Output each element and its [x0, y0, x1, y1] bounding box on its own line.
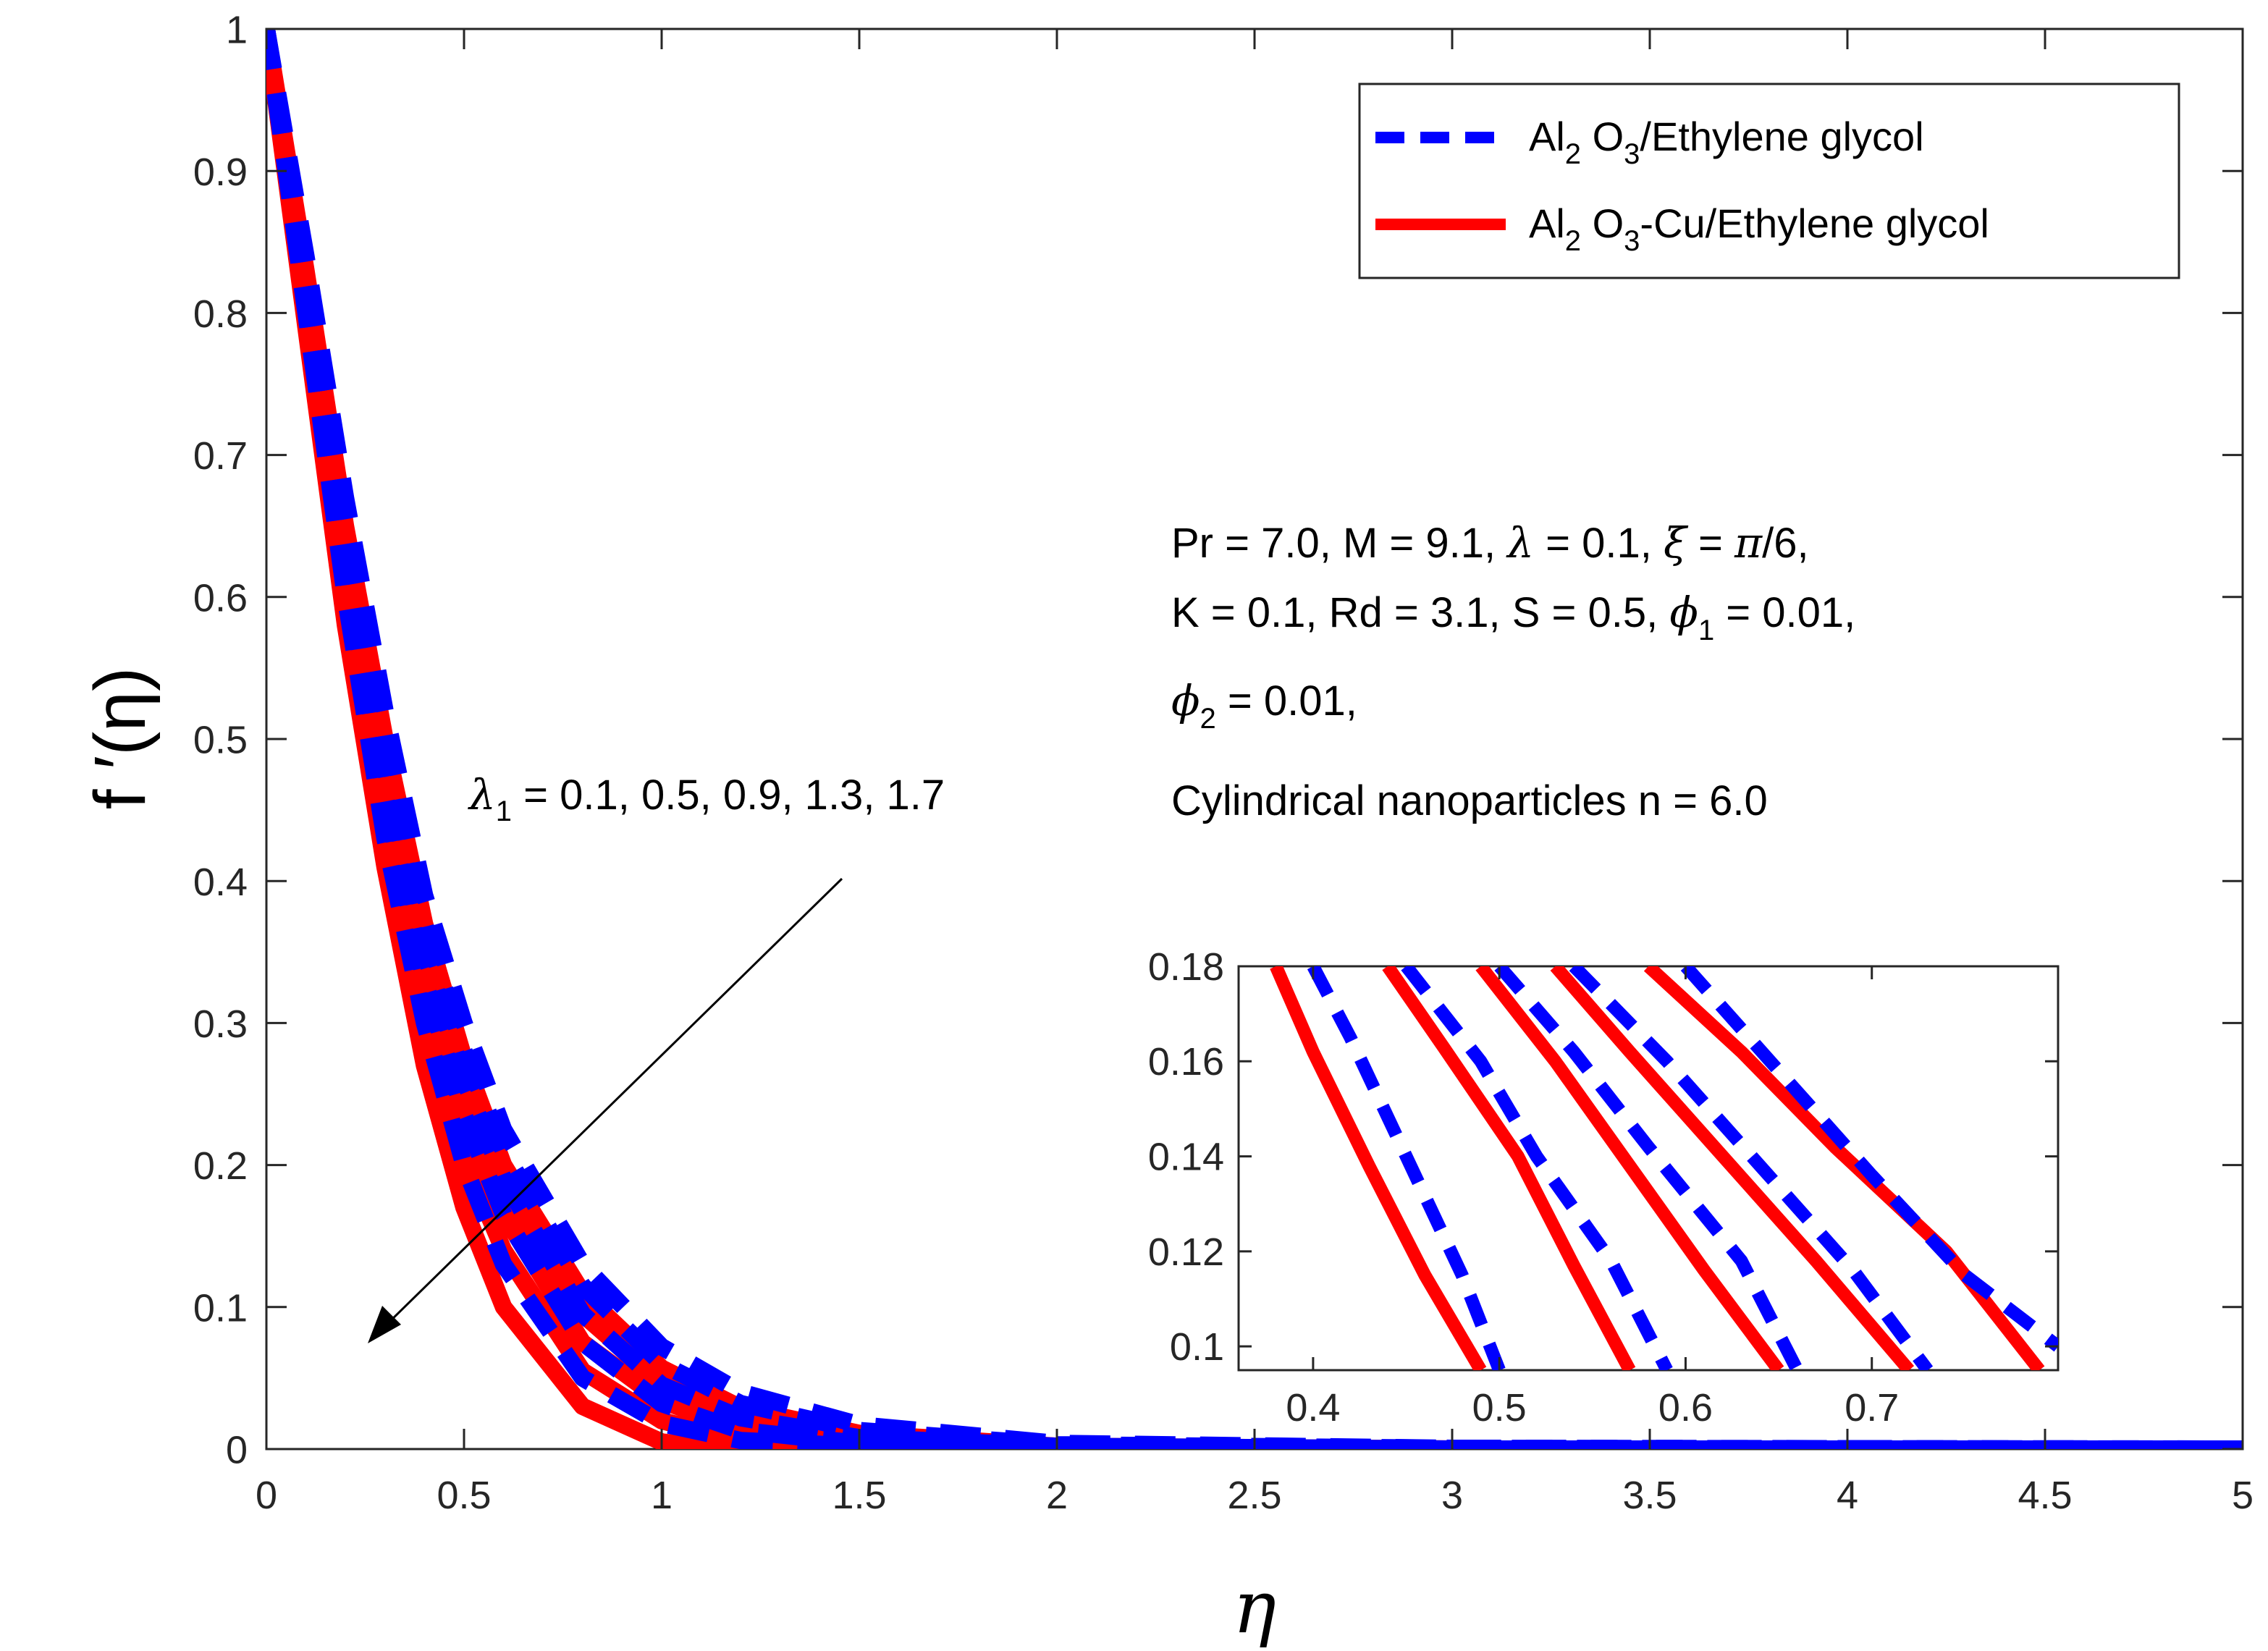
svg-text:Pr = 7.0, M = 9.1, λ = 0.1, ξ: Pr = 7.0, M = 9.1, λ = 0.1, ξ = π/6,	[1171, 518, 1809, 567]
x-tick-label: 1.5	[832, 1474, 886, 1517]
y-tick-label: 0.18	[1148, 945, 1224, 989]
svg-text:Cylindrical nanoparticles n =: Cylindrical nanoparticles n = 6.0	[1171, 777, 1768, 824]
svg-text:ϕ2 = 0.01,: ϕ2 = 0.01,	[1171, 676, 1357, 735]
solid-curve-lambda1-0.5	[1382, 966, 1636, 1370]
x-tick-label: 2	[1046, 1474, 1068, 1517]
inset-axes-box	[1237, 965, 2060, 1372]
dashed-curve-lambda1-0.1	[1307, 966, 1506, 1370]
inset-plot-area	[1270, 966, 2058, 1370]
y-tick-label: 0.3	[193, 1002, 248, 1046]
legend-box	[1358, 83, 2180, 279]
legend-label-al2o3: Al2 O3/Ethylene glycol	[1529, 114, 1924, 170]
y-tick-label: 0.4	[193, 861, 248, 904]
main-plot-area	[266, 29, 2243, 1449]
x-tick-label: 4.5	[2018, 1474, 2072, 1517]
y-tick-label: 0	[226, 1429, 248, 1472]
y-axis-label: f ′(η)	[80, 667, 161, 810]
dashed-curve-lambda1-1.7	[266, 29, 2243, 1449]
x-axis-label: η	[1233, 1565, 1276, 1650]
y-tick-label: 1	[226, 9, 248, 52]
x-tick-label: 0.7	[1845, 1386, 1899, 1430]
lambda1-label: λ1 = 0.1, 0.5, 0.9, 1.3, 1.7	[468, 770, 945, 827]
y-tick-label: 0.8	[193, 292, 248, 336]
y-tick-label: 0.16	[1148, 1040, 1224, 1084]
inset-axis-ticks: 0.4 0.5 0.6 0.7 0.1 0.12 0.14 0.16 0.18	[1148, 945, 2058, 1430]
x-tick-label: 2.5	[1227, 1474, 1281, 1517]
y-tick-label: 0.12	[1148, 1230, 1224, 1274]
x-tick-label: 0.6	[1658, 1386, 1713, 1430]
x-tick-label: 1	[651, 1474, 673, 1517]
x-tick-label: 0	[256, 1474, 277, 1517]
y-tick-label: 0.7	[193, 434, 248, 478]
x-tick-label: 4	[1837, 1474, 1858, 1517]
x-tick-label: 0.5	[1472, 1386, 1527, 1430]
dashed-curve-lambda1-1.3	[1569, 966, 1934, 1370]
solid-curve-lambda1-0.1	[1270, 966, 1487, 1370]
x-tick-label: 0.4	[1286, 1386, 1340, 1430]
lambda-arrow	[368, 877, 843, 1343]
y-tick-label: 0.9	[193, 151, 248, 194]
legend: Al2 O3/Ethylene glycol Al2 O3-Cu/Ethylen…	[1358, 83, 2180, 279]
y-tick-label: 0.2	[193, 1144, 248, 1188]
x-tick-label: 5	[2232, 1474, 2254, 1517]
dashed-curve-lambda1-0.5	[1401, 966, 1673, 1370]
dashed-curve-lambda1-0.9	[1494, 966, 1803, 1370]
svg-text:K = 0.1, Rd = 3.1, S = 0.5, ϕ1: K = 0.1, Rd = 3.1, S = 0.5, ϕ1 = 0.01,	[1171, 588, 1855, 646]
parameter-annotation: Pr = 7.0, M = 9.1, λ = 0.1, ξ = π/6, K =…	[1171, 518, 1855, 824]
x-tick-label: 3	[1441, 1474, 1463, 1517]
main-axis-ticks: 0 0.5 1 1.5 2 2.5 3 3.5 4 4.5 5 0 0.1 0.2 0.3 0.4 0.5 0.6…	[193, 9, 2254, 1517]
y-tick-label: 0.1	[1170, 1325, 1224, 1369]
solid-curve-lambda1-1.3	[1550, 966, 1915, 1370]
y-tick-label: 0.5	[193, 719, 248, 762]
dashed-curve-lambda1-1.7	[1680, 966, 2058, 1352]
y-tick-label: 0.6	[193, 576, 248, 620]
legend-label-al2o3-cu: Al2 O3-Cu/Ethylene glycol	[1529, 200, 1989, 257]
x-tick-label: 0.5	[437, 1474, 491, 1517]
y-tick-label: 0.14	[1148, 1135, 1224, 1178]
solid-curve-lambda1-0.9	[1475, 966, 1784, 1370]
x-tick-label: 3.5	[1622, 1474, 1677, 1517]
y-tick-label: 0.1	[193, 1286, 248, 1330]
